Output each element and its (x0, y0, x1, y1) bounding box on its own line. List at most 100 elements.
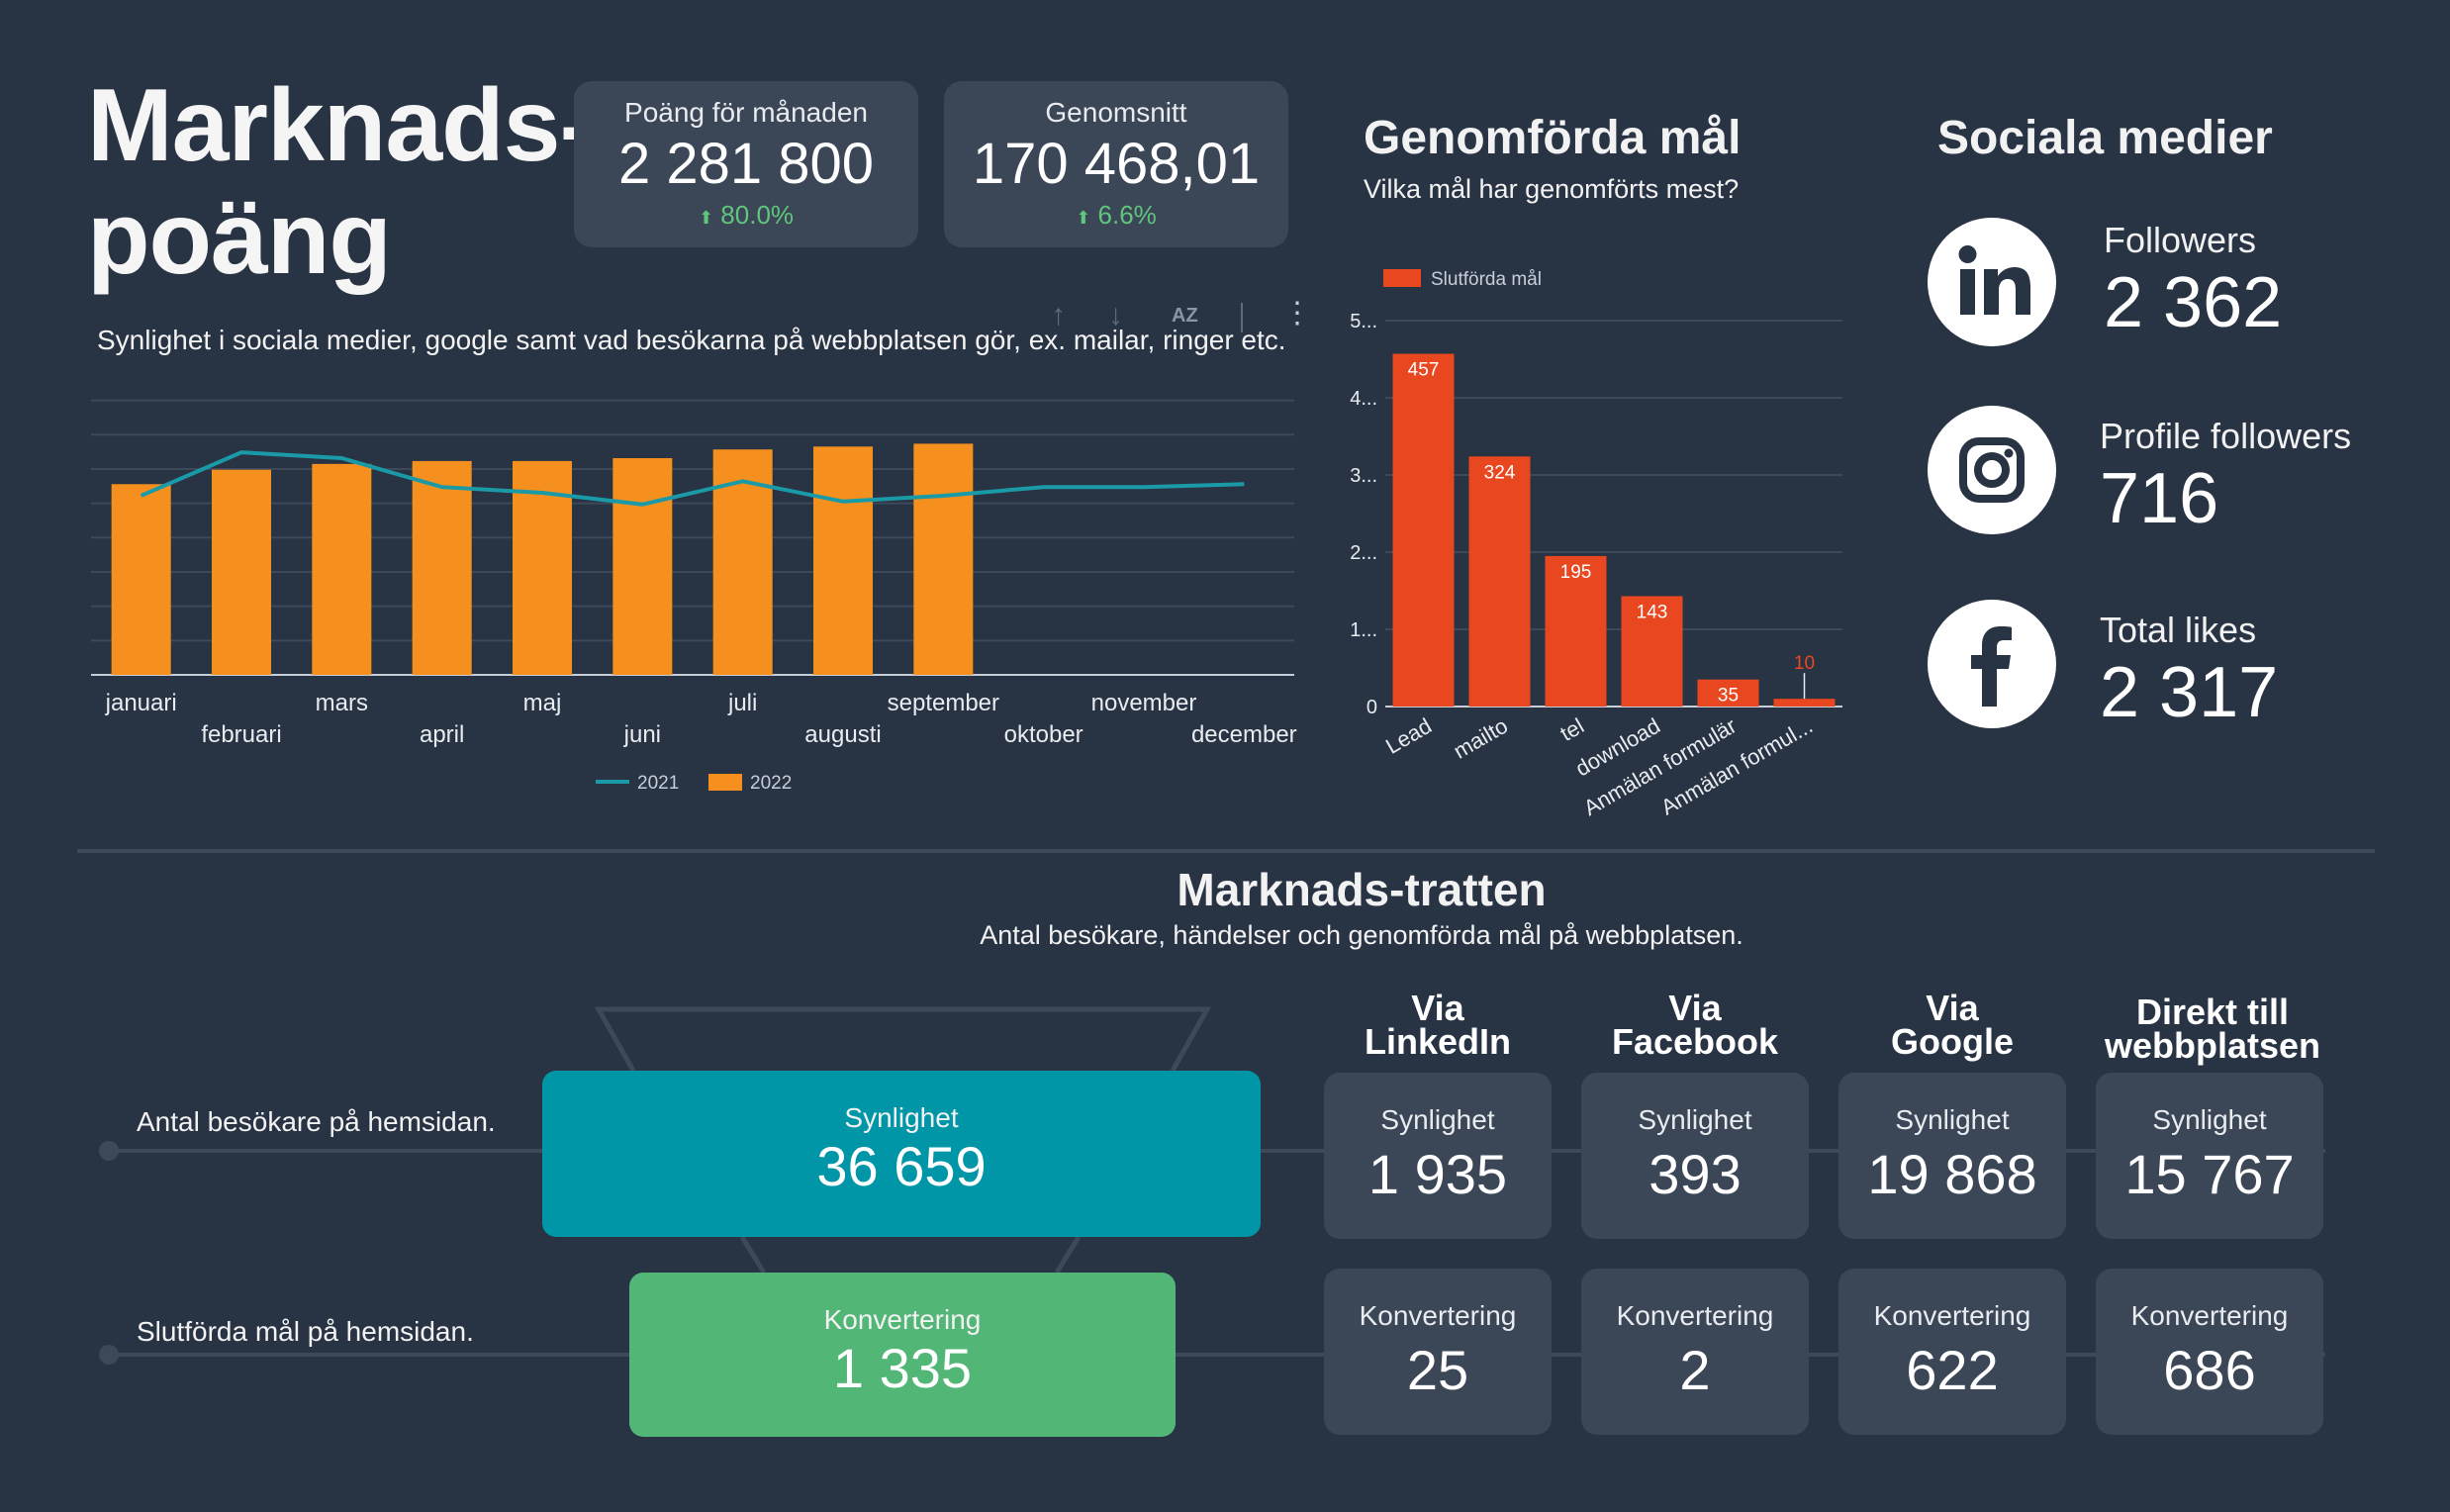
channel-heading-facebook: Via Facebook (1581, 991, 1809, 1062)
sort-descending-icon[interactable]: ↓ (1108, 299, 1123, 331)
linkedin-followers-value: 2 362 (2104, 263, 2283, 342)
goals-title: Genomförda mål (1364, 112, 1742, 164)
channel-visibility-direct: Synlighet 15 767 (2096, 1073, 2323, 1239)
visitors-row-label: Antal besökare på hemsidan. (137, 1106, 496, 1137)
arrow-up-icon: ⬆ (698, 208, 714, 228)
x-tick-label: januari (105, 690, 177, 716)
channel-heading-line: Via (1411, 988, 1464, 1028)
goal-bar (1697, 679, 1759, 707)
channel-conversion-value: 622 (1906, 1339, 1999, 1401)
channel-heading-google: Via Google (1838, 988, 2066, 1060)
facebook-likes-value: 2 317 (2100, 653, 2279, 732)
channel-visibility-label: Synlighet (1380, 1104, 1495, 1135)
y-tick-label: 5... (1350, 311, 1377, 332)
kpi-change: ⬆ 6.6% (944, 200, 1288, 231)
channel-visibility-label: Synlighet (2152, 1104, 2267, 1135)
x-tick-label: december (1191, 721, 1297, 748)
channel-heading-line: Via (1926, 988, 1979, 1028)
channel-heading-direct: Direkt till webbplatsen (2082, 994, 2343, 1064)
line-2021 (140, 450, 1245, 507)
facebook-icon[interactable] (1928, 600, 2056, 728)
x-tick-label: september (888, 690, 999, 716)
goal-bar (1773, 699, 1836, 707)
channel-heading-line: LinkedIn (1364, 1021, 1511, 1062)
instagram-glyph (1959, 437, 2025, 503)
visibility-label: Synlighet (844, 1102, 959, 1133)
goal-bar (1468, 456, 1531, 707)
funnel-title: Marknads-tratten (1177, 864, 1547, 915)
channel-conversion-label: Konvertering (1616, 1300, 1774, 1331)
title-line-1: Marknads- (87, 68, 594, 183)
bar-value-label: 195 (1560, 562, 1592, 583)
legend-label: Slutförda mål (1431, 269, 1542, 290)
bar-2022 (913, 443, 974, 675)
x-tick-label: oktober (1004, 721, 1084, 748)
facebook-likes-label: Total likes (2100, 610, 2257, 650)
kpi-change-value: 6.6% (1097, 200, 1157, 230)
arrow-up-icon: ⬆ (1076, 208, 1091, 228)
toolbar-divider (1241, 303, 1243, 332)
linkedin-icon[interactable] (1928, 218, 2056, 346)
y-tick-label: 3... (1350, 465, 1377, 487)
bar-2022 (813, 446, 873, 675)
y-tick-label: 1... (1350, 619, 1377, 641)
facebook-glyph (1971, 626, 2012, 707)
conversion-value: 1 335 (832, 1337, 973, 1399)
legend-label-2022: 2022 (750, 773, 792, 794)
x-tick-label: tel (1555, 713, 1588, 746)
bar-2022 (612, 458, 673, 675)
y-tick-label: 0 (1366, 697, 1377, 718)
x-tick-label: mars (316, 690, 368, 716)
funnel-conversion-box: Konvertering 1 335 (629, 1273, 1176, 1437)
goals-chart: 0 1... 2... 3... 4... 5... 457 Lead 324 mailto 195… (1350, 269, 1842, 820)
channel-visibility-linkedin: Synlighet 1 935 (1324, 1073, 1552, 1239)
goal-bar (1621, 596, 1683, 707)
linkedin-glyph (1958, 245, 2030, 315)
channel-conversion-value: 25 (1406, 1339, 1469, 1401)
x-tick-label: juni (623, 721, 661, 748)
funnel-subtitle: Antal besökare, händelser och genomförda… (980, 920, 1743, 950)
channel-conversion-value: 2 (1679, 1339, 1711, 1401)
legend-swatch (1383, 269, 1421, 287)
legend-label-2021: 2021 (637, 773, 679, 794)
more-options-icon[interactable]: ⋮ (1282, 297, 1312, 330)
goals-row-label: Slutförda mål på hemsidan. (137, 1316, 474, 1347)
kpi-label: Poäng för månaden (624, 97, 868, 128)
channel-visibility-value: 19 868 (1867, 1143, 2037, 1205)
sort-ascending-icon[interactable]: ↑ (1051, 299, 1066, 331)
kpi-change: ⬆ 80.0% (574, 200, 918, 231)
x-tick-label: februari (201, 721, 281, 748)
kpi-label: Genomsnitt (1045, 97, 1187, 128)
channel-conversion-facebook: Konvertering 2 (1581, 1269, 1809, 1435)
x-tick-label: Lead (1381, 713, 1436, 759)
channel-conversion-direct: Konvertering 686 (2096, 1269, 2323, 1435)
channel-visibility-facebook: Synlighet 393 (1581, 1073, 1809, 1239)
monthly-score-chart: januari februari mars april maj juni juli augus… (91, 399, 1297, 794)
social-title: Sociala medier (1937, 112, 2273, 164)
bar-2022 (412, 460, 472, 675)
kpi-change-value: 80.0% (720, 200, 795, 230)
y-tick-label: 4... (1350, 388, 1377, 410)
bar-value-label: 143 (1637, 602, 1668, 622)
instagram-followers-value: 716 (2100, 459, 2219, 538)
page-title: Marknads- poäng (87, 68, 594, 295)
channel-visibility-label: Synlighet (1638, 1104, 1752, 1135)
goal-bar (1392, 353, 1455, 707)
instagram-icon[interactable] (1928, 406, 2056, 534)
bar-value-label: 35 (1718, 686, 1739, 707)
conversion-label: Konvertering (823, 1304, 982, 1335)
channel-visibility-value: 393 (1649, 1143, 1742, 1205)
instagram-followers-label: Profile followers (2100, 416, 2352, 456)
x-tick-label: mailto (1450, 713, 1512, 764)
channel-visibility-value: 1 935 (1367, 1143, 1508, 1205)
x-tick-label: juli (727, 690, 757, 716)
sort-alpha-icon[interactable]: AZ (1172, 305, 1198, 327)
channel-heading-line: Facebook (1611, 1021, 1779, 1062)
score-chart-description: Synlighet i sociala medier, google samt … (97, 325, 1286, 355)
channel-conversion-label: Konvertering (1359, 1300, 1517, 1331)
goal-bar (1545, 555, 1607, 707)
channel-visibility-label: Synlighet (1895, 1104, 2010, 1135)
bar-value-label: 324 (1484, 462, 1516, 483)
linkedin-followers-label: Followers (2104, 220, 2257, 260)
channel-visibility-value: 15 767 (2124, 1143, 2295, 1205)
